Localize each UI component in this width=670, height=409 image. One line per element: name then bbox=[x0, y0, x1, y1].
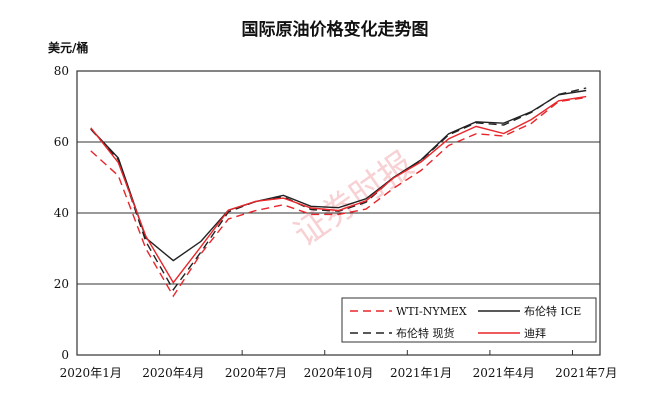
x-tick-label: 2020年7月 bbox=[225, 366, 287, 380]
x-tick-label: 2021年1月 bbox=[390, 366, 452, 380]
x-tick-label: 2021年4月 bbox=[473, 366, 535, 380]
x-tick-label: 2020年1月 bbox=[60, 366, 122, 380]
y-tick-label: 80 bbox=[54, 64, 69, 78]
watermark: 证券时报 bbox=[287, 144, 421, 255]
series-line bbox=[90, 96, 587, 298]
legend-label: 布伦特 现货 bbox=[396, 326, 455, 340]
legend-box bbox=[341, 297, 597, 343]
chart-title: 国际原油价格变化走势图 bbox=[242, 19, 429, 40]
legend-label: 布伦特 ICE bbox=[524, 304, 581, 318]
series-line bbox=[90, 89, 587, 262]
legend-label: 迪拜 bbox=[524, 327, 546, 340]
x-tick-label: 2021年7月 bbox=[555, 366, 617, 380]
y-tick-label: 0 bbox=[61, 348, 69, 362]
y-axis-label: 美元/桶 bbox=[48, 40, 88, 55]
series-line bbox=[90, 95, 587, 284]
y-tick-label: 20 bbox=[54, 277, 69, 291]
legend-label: WTI-NYMEX bbox=[396, 305, 467, 318]
x-tick-label: 2020年10月 bbox=[304, 366, 374, 380]
y-tick-label: 60 bbox=[54, 135, 69, 149]
x-tick-label: 2020年4月 bbox=[142, 366, 204, 380]
y-tick-label: 40 bbox=[54, 206, 69, 220]
